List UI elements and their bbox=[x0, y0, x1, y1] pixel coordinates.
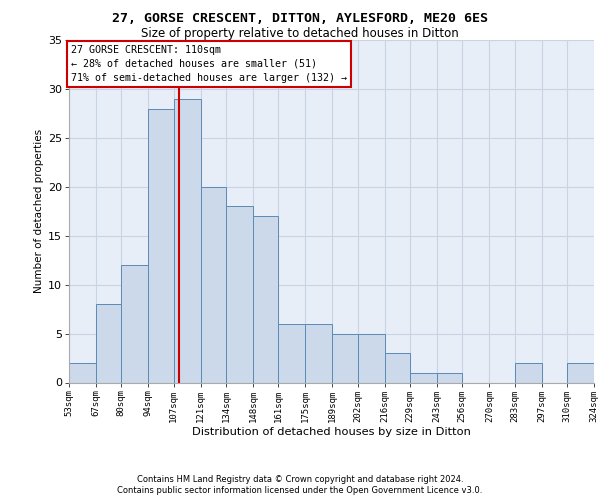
Bar bbox=[278, 324, 305, 382]
X-axis label: Distribution of detached houses by size in Ditton: Distribution of detached houses by size … bbox=[192, 427, 471, 437]
Y-axis label: Number of detached properties: Number of detached properties bbox=[34, 129, 44, 294]
Bar bbox=[69, 363, 96, 382]
Bar bbox=[437, 372, 462, 382]
Text: 27, GORSE CRESCENT, DITTON, AYLESFORD, ME20 6ES: 27, GORSE CRESCENT, DITTON, AYLESFORD, M… bbox=[112, 12, 488, 24]
Bar bbox=[201, 187, 226, 382]
Text: Contains public sector information licensed under the Open Government Licence v3: Contains public sector information licen… bbox=[118, 486, 482, 495]
Text: 27 GORSE CRESCENT: 110sqm
← 28% of detached houses are smaller (51)
71% of semi-: 27 GORSE CRESCENT: 110sqm ← 28% of detac… bbox=[71, 45, 347, 83]
Bar bbox=[332, 334, 358, 382]
Bar bbox=[567, 363, 594, 382]
Bar bbox=[226, 206, 253, 382]
Bar bbox=[385, 353, 410, 382]
Bar bbox=[515, 363, 542, 382]
Bar bbox=[148, 108, 173, 382]
Bar bbox=[96, 304, 121, 382]
Bar bbox=[410, 372, 437, 382]
Bar bbox=[358, 334, 385, 382]
Bar bbox=[305, 324, 332, 382]
Bar bbox=[121, 265, 148, 382]
Text: Contains HM Land Registry data © Crown copyright and database right 2024.: Contains HM Land Registry data © Crown c… bbox=[137, 475, 463, 484]
Bar bbox=[173, 98, 201, 383]
Bar bbox=[253, 216, 278, 382]
Text: Size of property relative to detached houses in Ditton: Size of property relative to detached ho… bbox=[141, 28, 459, 40]
